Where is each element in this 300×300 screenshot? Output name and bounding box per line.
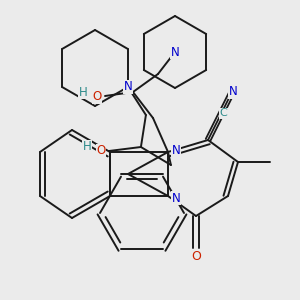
Text: C: C	[220, 108, 227, 118]
Text: N: N	[124, 80, 132, 94]
Text: O: O	[191, 250, 201, 262]
Text: O: O	[92, 91, 102, 103]
Text: H: H	[79, 85, 87, 98]
Text: N: N	[171, 46, 179, 59]
Text: N: N	[172, 143, 180, 157]
Text: H: H	[82, 140, 91, 154]
Text: O: O	[96, 145, 106, 158]
Text: N: N	[229, 85, 238, 98]
Text: N: N	[172, 191, 180, 205]
